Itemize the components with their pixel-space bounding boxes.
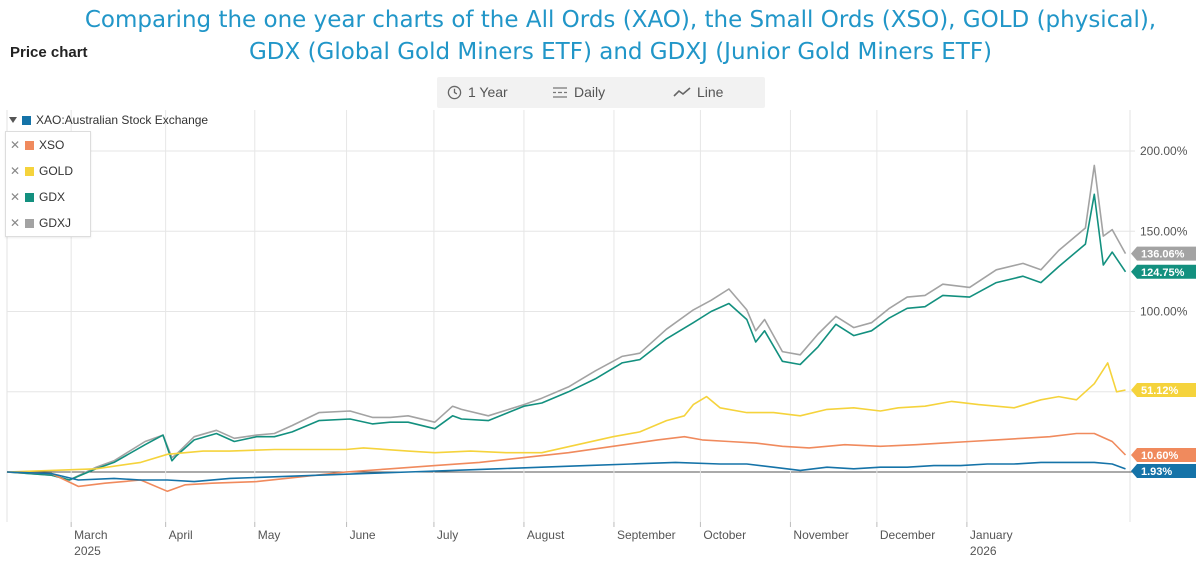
- legend-item-gdx[interactable]: ✕ GDX: [6, 184, 90, 210]
- series-line-xso: [6, 432, 1127, 493]
- end-label-gold: 51.12%: [1131, 382, 1196, 397]
- x-tick-label: July: [437, 528, 458, 542]
- remove-series-icon[interactable]: ✕: [10, 216, 21, 230]
- legend-swatch: [25, 140, 34, 150]
- end-label-text: 124.75%: [1141, 267, 1185, 279]
- chart-toolbar: 1 Year Daily Line: [437, 77, 765, 108]
- legend-item-label: GDX: [39, 190, 66, 204]
- caret-down-icon[interactable]: [9, 117, 17, 123]
- legend-item-label: XSO: [39, 138, 65, 152]
- interval-label: Daily: [574, 84, 606, 100]
- series-line-gold: [6, 362, 1126, 473]
- range-selector[interactable]: 1 Year: [447, 84, 508, 100]
- y-tick-label: 200.00%: [1140, 144, 1188, 158]
- legend-item-gdxj[interactable]: ✕ GDXJ: [6, 210, 90, 236]
- end-label-badge: [1131, 264, 1196, 279]
- x-tick-label: November: [793, 528, 848, 542]
- legend-item-xso[interactable]: ✕ XSO: [6, 132, 90, 158]
- chart-title-line-2: GDX (Global Gold Miners ETF) and GDXJ (J…: [248, 39, 993, 65]
- end-label-badge: [1131, 382, 1196, 397]
- x-tick-label: September: [617, 528, 676, 542]
- legend-compare-list: ✕ XSO ✕ GOLD ✕ GDX ✕ GDXJ: [5, 131, 91, 237]
- legend-primary[interactable]: XAO:Australian Stock Exchange: [5, 111, 208, 129]
- series-line-gdx: [6, 193, 1127, 481]
- end-label-text: 1.93%: [1141, 466, 1172, 478]
- end-label-badge: [1131, 246, 1196, 261]
- style-label: Line: [697, 84, 724, 100]
- x-tick-label: May: [258, 528, 281, 542]
- legend-swatch: [25, 192, 34, 202]
- legend-item-label: GOLD: [39, 164, 74, 178]
- x-tick-label: December: [880, 528, 935, 542]
- remove-series-icon[interactable]: ✕: [10, 164, 21, 178]
- range-label: 1 Year: [468, 84, 508, 100]
- series-line-gdxj: [6, 164, 1127, 481]
- x-tick-label: October: [703, 528, 746, 542]
- x-tick-label: March: [74, 528, 107, 542]
- x-tick-label: August: [527, 528, 565, 542]
- x-tick-year-label: 2025: [74, 544, 101, 558]
- legend-item-gold[interactable]: ✕ GOLD: [6, 158, 90, 184]
- chart-title-line-1: Comparing the one year charts of the All…: [84, 7, 1157, 33]
- end-label-gdxj: 136.06%: [1131, 246, 1196, 261]
- legend-swatch: [25, 166, 34, 176]
- y-tick-label: 100.00%: [1140, 305, 1188, 319]
- chart-title: Comparing the one year charts of the All…: [40, 4, 1201, 68]
- end-label-text: 10.60%: [1141, 450, 1179, 462]
- clock-icon: [447, 85, 462, 99]
- end-label-text: 51.12%: [1141, 385, 1179, 397]
- series-line-xao: [6, 461, 1126, 483]
- x-tick-year-label: 2026: [970, 544, 997, 558]
- remove-series-icon[interactable]: ✕: [10, 190, 21, 204]
- x-tick-label: June: [350, 528, 376, 542]
- legend-swatch-xao: [22, 115, 31, 125]
- end-label-text: 136.06%: [1141, 249, 1185, 261]
- chart-style-selector[interactable]: Line: [673, 84, 723, 100]
- legend-primary-label: XAO:Australian Stock Exchange: [36, 113, 209, 127]
- y-tick-label: 150.00%: [1140, 224, 1188, 238]
- x-tick-label: April: [169, 528, 193, 542]
- end-label-xso: 10.60%: [1131, 447, 1196, 462]
- section-label: Price chart: [10, 44, 88, 61]
- interval-selector[interactable]: Daily: [552, 84, 605, 100]
- interval-icon: [553, 86, 567, 98]
- end-label-xao: 1.93%: [1131, 463, 1196, 478]
- legend-item-label: GDXJ: [39, 216, 72, 230]
- end-label-badge: [1131, 447, 1196, 462]
- x-tick-label: January: [970, 528, 1013, 542]
- end-label-badge: [1131, 463, 1196, 478]
- remove-series-icon[interactable]: ✕: [10, 138, 21, 152]
- line-chart-icon: [673, 87, 691, 97]
- legend-swatch: [25, 218, 34, 228]
- chart-legend: XAO:Australian Stock Exchange ✕ XSO ✕ GOLD ✕…: [5, 111, 208, 237]
- end-label-gdx: 124.75%: [1131, 264, 1196, 279]
